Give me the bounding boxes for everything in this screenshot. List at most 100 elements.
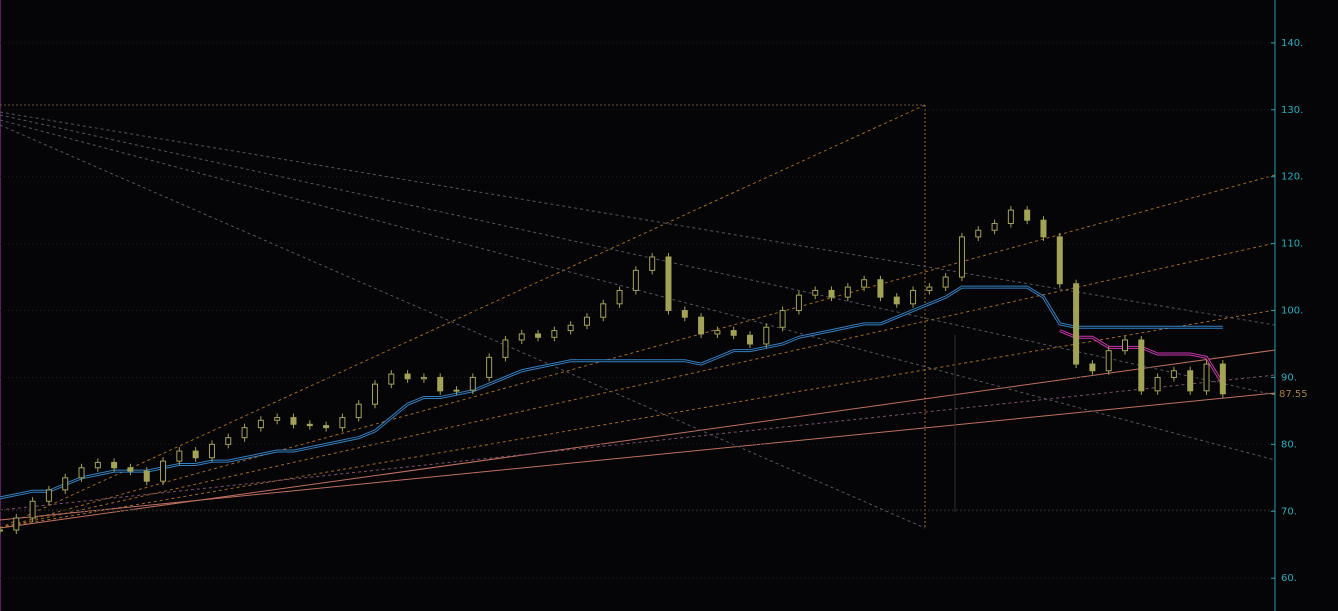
candle <box>78 467 85 479</box>
candle <box>143 470 150 482</box>
candle <box>1154 376 1161 392</box>
candle <box>616 289 623 305</box>
candle <box>1187 370 1194 392</box>
candle <box>535 333 542 338</box>
candle <box>1122 339 1128 352</box>
candle <box>714 330 721 335</box>
candle <box>1138 339 1145 392</box>
candle <box>502 339 509 358</box>
candle <box>45 489 52 502</box>
candle <box>62 477 69 491</box>
y-tick-label: 90. <box>1281 372 1297 383</box>
candle <box>877 279 884 298</box>
candle <box>518 333 525 341</box>
candle <box>861 279 868 288</box>
candle <box>698 316 705 335</box>
candle <box>355 403 362 419</box>
y-tick-label: 60. <box>1281 573 1297 584</box>
candle <box>192 450 199 459</box>
candle <box>730 330 737 336</box>
candle <box>208 443 215 459</box>
candle <box>1073 283 1080 365</box>
candle <box>991 223 998 231</box>
candle <box>795 294 802 312</box>
candle <box>111 461 118 469</box>
candle <box>975 229 982 238</box>
candle <box>160 460 167 482</box>
candle <box>13 517 20 531</box>
y-tick-label: 70. <box>1281 506 1297 517</box>
candle <box>828 289 835 298</box>
candle <box>1203 363 1210 392</box>
candle <box>926 286 933 291</box>
candle <box>1105 350 1112 372</box>
y-tick-label: 110. <box>1281 239 1303 250</box>
drawings <box>0 0 1276 611</box>
fan-line <box>0 114 1276 396</box>
candle <box>665 256 672 312</box>
last-price-label: 87.55 <box>1279 389 1308 400</box>
candle <box>1056 236 1063 285</box>
candle <box>649 256 656 271</box>
candle <box>681 310 688 318</box>
candle <box>127 467 134 472</box>
candle <box>225 437 232 445</box>
candle <box>1007 209 1014 225</box>
stop-line-core <box>0 286 1223 499</box>
y-tick-label: 80. <box>1281 439 1297 450</box>
candle <box>942 276 949 288</box>
candle <box>290 417 297 425</box>
fan-line <box>0 124 926 529</box>
candle <box>567 324 574 332</box>
fan-line <box>0 392 1276 521</box>
candle <box>388 373 395 385</box>
candle <box>1089 363 1096 372</box>
candle <box>0 529 3 532</box>
candle <box>1219 363 1226 395</box>
candle <box>600 303 607 318</box>
candle <box>551 330 558 338</box>
candle <box>486 356 493 378</box>
candle <box>453 389 460 392</box>
fan-line <box>0 174 1276 529</box>
fan-line <box>0 309 1276 529</box>
stop-line <box>0 285 1223 500</box>
candle <box>844 286 851 298</box>
y-tick-label: 100. <box>1281 306 1303 317</box>
candle <box>747 334 753 345</box>
candle <box>812 289 819 296</box>
candle <box>763 326 770 345</box>
candle <box>94 461 101 469</box>
candle <box>372 383 378 405</box>
candle <box>958 236 965 278</box>
candle <box>176 450 183 462</box>
candle <box>893 296 900 305</box>
fan-line <box>0 374 1276 511</box>
fan-line <box>0 242 1276 529</box>
candle <box>274 417 281 421</box>
candle <box>241 427 248 439</box>
candle <box>29 500 36 519</box>
y-tick-label: 140. <box>1281 38 1303 49</box>
candle <box>632 269 639 291</box>
candle <box>420 376 427 380</box>
fan-line <box>0 111 1276 326</box>
candle <box>306 423 313 427</box>
y-tick-label: 120. <box>1281 172 1303 183</box>
candle <box>404 373 411 380</box>
candle <box>339 417 346 429</box>
candle <box>583 316 590 326</box>
candle <box>469 376 476 391</box>
candle <box>1040 219 1047 238</box>
fan-line <box>0 104 926 529</box>
candle <box>1170 370 1177 378</box>
y-tick-label: 130. <box>1281 105 1303 116</box>
candle <box>779 310 786 328</box>
candle <box>437 376 444 392</box>
candle <box>323 425 330 429</box>
candle <box>1024 209 1031 221</box>
fan-line <box>0 119 1276 461</box>
candle <box>257 419 264 429</box>
candle <box>910 289 917 305</box>
